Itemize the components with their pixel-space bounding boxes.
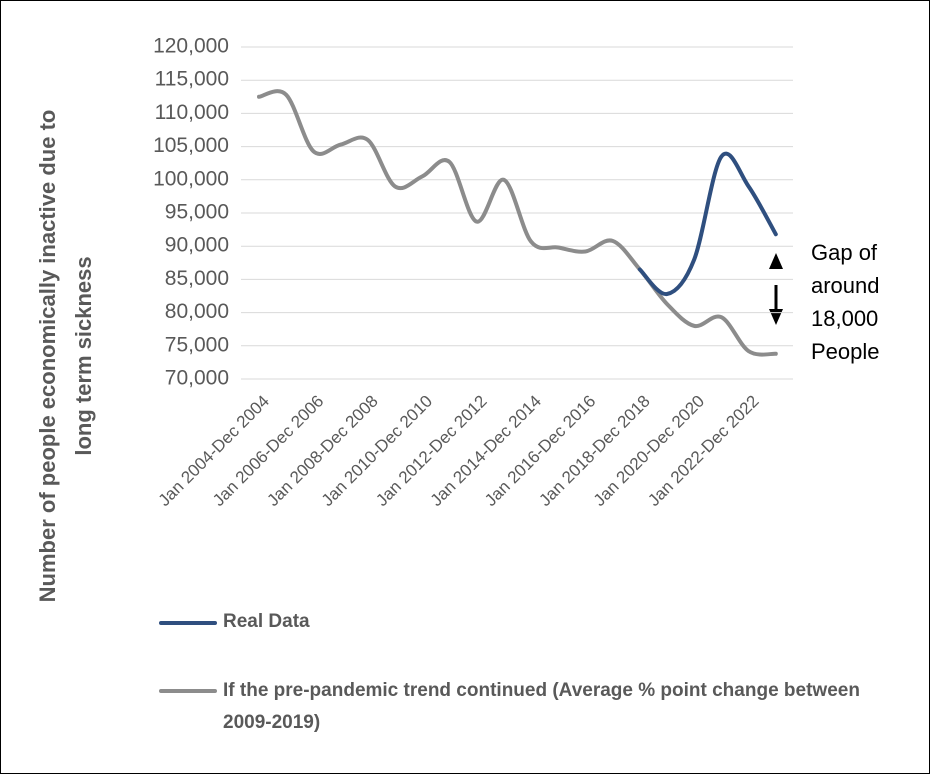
annotation: around [811,273,880,298]
y-tick-label: 110,000 [155,101,229,124]
y-tick-label: 85,000 [165,267,229,290]
y-tick-label: 115,000 [155,68,229,91]
legend-label: If the pre-pandemic trend continued (Ave… [223,680,860,733]
y-tick-label: 105,000 [153,134,229,157]
data-line [637,151,778,296]
legend-label: Real Data [223,611,310,632]
annotation: Gap of [811,240,878,265]
arrow-down [769,309,783,325]
annotation: People [811,339,880,364]
annotation: 18,000 [811,306,878,331]
data-line [257,89,778,357]
y-tick-label: 80,000 [165,300,229,323]
y-axis-label: Number of people economically inactive d… [35,110,60,603]
y-tick-label: 120,000 [153,35,229,58]
y-tick-label: 90,000 [165,234,229,257]
y-tick-label: 100,000 [153,167,229,190]
y-tick-label: 95,000 [165,201,229,224]
arrow-up [769,253,783,269]
y-tick-label: 70,000 [165,367,229,390]
y-axis-label: long term sickness [71,256,96,455]
y-tick-label: 75,000 [165,333,229,356]
